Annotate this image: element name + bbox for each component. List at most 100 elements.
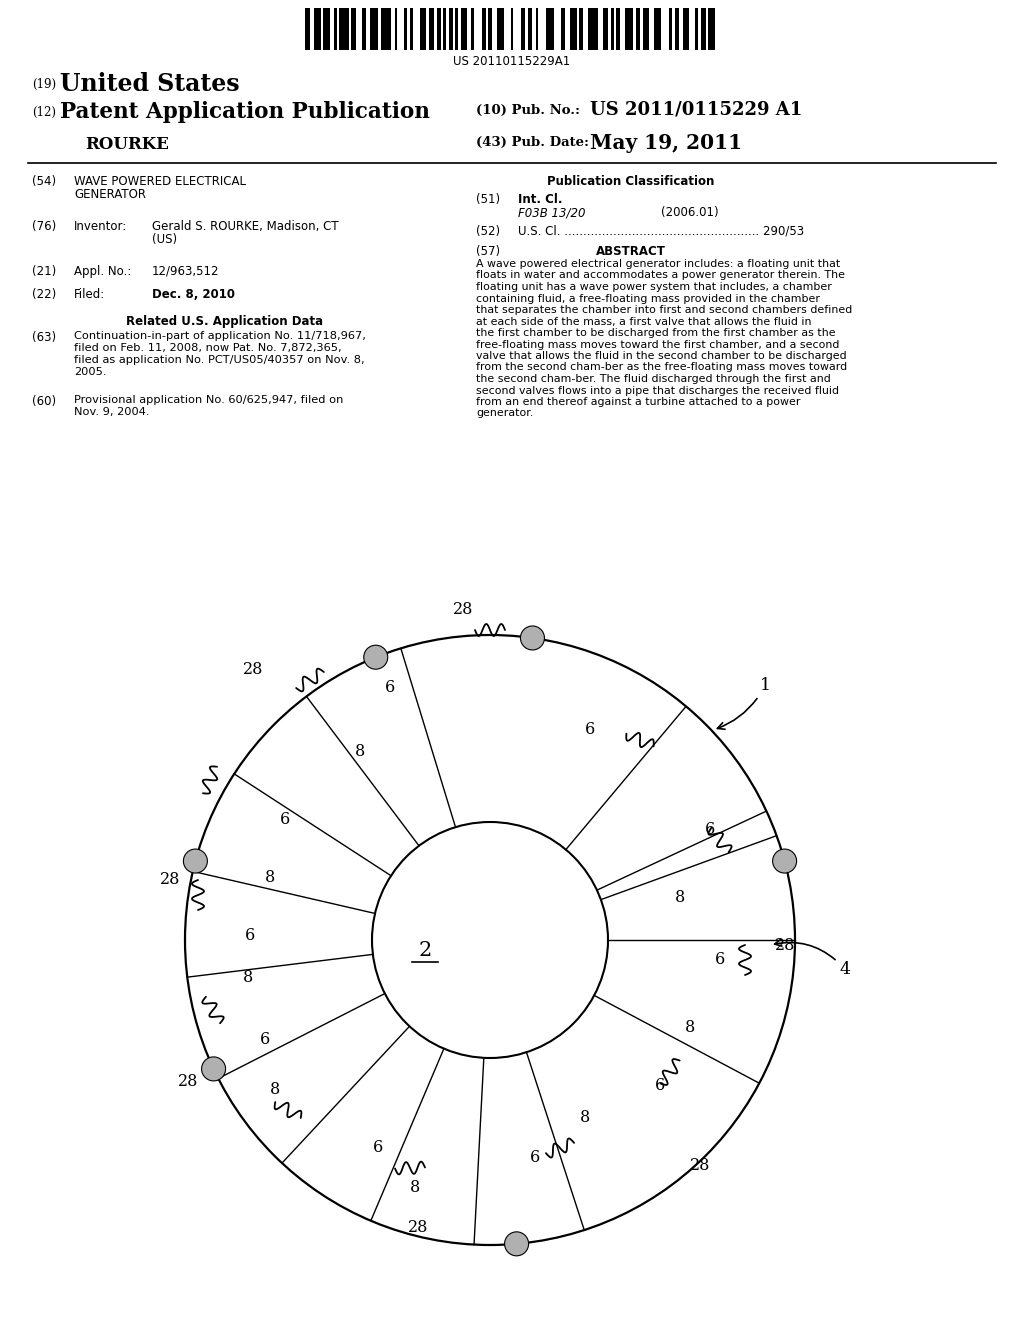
Text: Gerald S. ROURKE, Madison, CT: Gerald S. ROURKE, Madison, CT [152, 220, 339, 234]
Text: 8: 8 [410, 1180, 420, 1196]
Bar [403, 8, 407, 50]
Bar [616, 8, 621, 50]
Bar [334, 8, 337, 50]
Text: from the second cham-ber as the free-floating mass moves toward: from the second cham-ber as the free-flo… [476, 363, 847, 372]
Text: 4: 4 [774, 940, 851, 978]
Bar [420, 8, 426, 50]
Bar [589, 8, 598, 50]
Text: that separates the chamber into first and second chambers defined: that separates the chamber into first an… [476, 305, 852, 315]
Text: F03B 13/20: F03B 13/20 [518, 206, 586, 219]
Circle shape [202, 1057, 225, 1081]
Text: floats in water and accommodates a power generator therein. The: floats in water and accommodates a power… [476, 271, 845, 281]
Text: 28: 28 [775, 936, 796, 953]
Text: ABSTRACT: ABSTRACT [596, 246, 666, 257]
Bar [611, 8, 613, 50]
Text: US 2011/0115229 A1: US 2011/0115229 A1 [590, 102, 802, 119]
Text: US 20110115229A1: US 20110115229A1 [454, 55, 570, 69]
Text: Continuation-in-part of application No. 11/718,967,: Continuation-in-part of application No. … [74, 331, 366, 341]
Text: 2: 2 [419, 940, 432, 960]
Text: 28: 28 [690, 1156, 711, 1173]
Text: 8: 8 [355, 743, 366, 760]
Bar [411, 8, 413, 50]
Bar [683, 8, 689, 50]
Bar [654, 8, 660, 50]
Text: free-floating mass moves toward the first chamber, and a second: free-floating mass moves toward the firs… [476, 339, 840, 350]
Bar [305, 8, 310, 50]
Text: Appl. No.:: Appl. No.: [74, 265, 131, 279]
Text: 8: 8 [265, 870, 275, 887]
Text: 8: 8 [675, 890, 685, 907]
Text: U.S. Cl. .................................................... 290/53: U.S. Cl. ...............................… [518, 224, 804, 238]
Text: 6: 6 [385, 680, 395, 697]
Text: valve that allows the fluid in the second chamber to be discharged: valve that allows the fluid in the secon… [476, 351, 847, 360]
Text: 6: 6 [585, 722, 595, 738]
Bar [521, 8, 525, 50]
Text: (12): (12) [32, 106, 56, 119]
Bar [580, 8, 584, 50]
Text: (10) Pub. No.:: (10) Pub. No.: [476, 104, 580, 117]
Text: filed on Feb. 11, 2008, now Pat. No. 7,872,365,: filed on Feb. 11, 2008, now Pat. No. 7,8… [74, 343, 342, 352]
Text: (60): (60) [32, 395, 56, 408]
Bar [636, 8, 640, 50]
Text: Filed:: Filed: [74, 288, 105, 301]
Text: (19): (19) [32, 78, 56, 91]
Text: (2006.01): (2006.01) [662, 206, 719, 219]
Bar [437, 8, 440, 50]
Text: 2005.: 2005. [74, 367, 106, 378]
Bar [709, 8, 715, 50]
Text: ROURKE: ROURKE [85, 136, 169, 153]
Text: the second cham-ber. The fluid discharged through the first and: the second cham-ber. The fluid discharge… [476, 374, 830, 384]
Bar [481, 8, 485, 50]
Text: WAVE POWERED ELECTRICAL: WAVE POWERED ELECTRICAL [74, 176, 246, 187]
Circle shape [183, 849, 208, 873]
Text: Related U.S. Application Data: Related U.S. Application Data [126, 315, 324, 327]
Circle shape [364, 645, 388, 669]
Text: 6: 6 [373, 1139, 383, 1156]
Bar [561, 8, 565, 50]
Bar [361, 8, 366, 50]
Bar [546, 8, 554, 50]
Text: 8: 8 [270, 1081, 281, 1098]
Bar [461, 8, 467, 50]
Text: (57): (57) [476, 246, 500, 257]
Text: Int. Cl.: Int. Cl. [518, 193, 562, 206]
Text: GENERATOR: GENERATOR [74, 187, 146, 201]
Text: (22): (22) [32, 288, 56, 301]
Text: Patent Application Publication: Patent Application Publication [60, 102, 430, 123]
Circle shape [772, 849, 797, 873]
Text: 8: 8 [243, 969, 253, 986]
Text: 8: 8 [685, 1019, 695, 1036]
Text: Provisional application No. 60/625,947, filed on: Provisional application No. 60/625,947, … [74, 395, 343, 405]
Circle shape [505, 1232, 528, 1255]
Text: 12/963,512: 12/963,512 [152, 265, 219, 279]
Text: United States: United States [60, 73, 240, 96]
Text: Dec. 8, 2010: Dec. 8, 2010 [152, 288, 234, 301]
Text: (54): (54) [32, 176, 56, 187]
Bar [669, 8, 672, 50]
Text: 6: 6 [529, 1150, 540, 1167]
Bar [382, 8, 391, 50]
Bar [339, 8, 348, 50]
Bar [324, 8, 330, 50]
Bar [626, 8, 633, 50]
Text: 6: 6 [655, 1077, 666, 1093]
Bar [488, 8, 493, 50]
Text: A wave powered electrical generator includes: a floating unit that: A wave powered electrical generator incl… [476, 259, 841, 269]
Text: second valves flows into a pipe that discharges the received fluid: second valves flows into a pipe that dis… [476, 385, 839, 396]
Bar [370, 8, 378, 50]
Text: Publication Classification: Publication Classification [547, 176, 715, 187]
Text: (43) Pub. Date:: (43) Pub. Date: [476, 136, 589, 149]
Text: 6: 6 [715, 952, 725, 969]
Text: Inventor:: Inventor: [74, 220, 127, 234]
Text: the first chamber to be discharged from the first chamber as the: the first chamber to be discharged from … [476, 327, 836, 338]
Bar [314, 8, 321, 50]
Text: from an end thereof against a turbine attached to a power: from an end thereof against a turbine at… [476, 397, 801, 407]
Text: 6: 6 [260, 1031, 270, 1048]
Text: May 19, 2011: May 19, 2011 [590, 133, 742, 153]
Text: (76): (76) [32, 220, 56, 234]
Bar [351, 8, 356, 50]
Text: 6: 6 [705, 821, 715, 838]
Text: 8: 8 [580, 1110, 590, 1126]
Text: (51): (51) [476, 193, 500, 206]
Bar [570, 8, 577, 50]
